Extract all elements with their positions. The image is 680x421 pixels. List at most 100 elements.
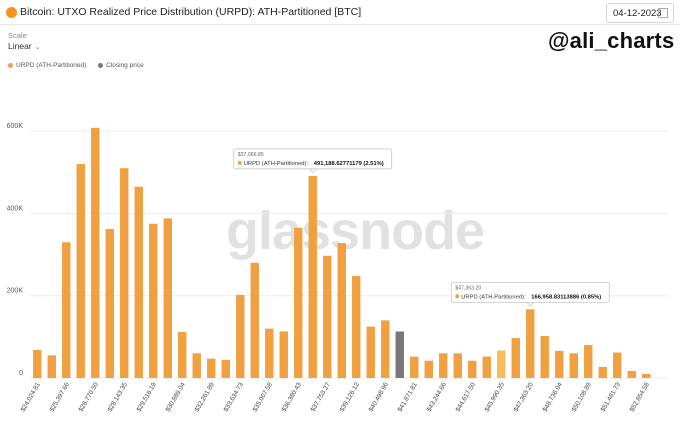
bar: [395, 331, 404, 378]
urpd-bar-chart: 0 200K 400K 600K $24,024.81 $25,397.66 $26,77…: [7, 123, 668, 413]
x-tick-label: $30,889.04: [165, 381, 188, 413]
bar: [178, 331, 187, 378]
x-tick-label: $52,854.58: [629, 381, 652, 413]
tooltip-37066: $37,066.85 URPD (ATH-Partitioned): 491,188…: [233, 148, 393, 174]
y-tick-label: 400K: [7, 205, 24, 212]
y-tick-label: 600K: [7, 123, 24, 130]
bar: [163, 218, 172, 378]
legend-item-closing-price[interactable]: Closing price: [98, 62, 144, 69]
bar: [120, 168, 129, 378]
legend-label-closing-price: Closing price: [106, 62, 144, 69]
bar: [439, 353, 448, 378]
calendar-icon: [658, 8, 668, 18]
x-tick-label: $43,244.66: [426, 381, 449, 413]
bar: [236, 294, 245, 378]
x-tick-label: $24,024.81: [20, 381, 43, 413]
x-tick-label: $26,770.50: [78, 381, 101, 413]
bar: [221, 359, 230, 378]
x-tick-label: $41,871.81: [397, 381, 420, 413]
x-tick-label: $35,007.58: [252, 381, 275, 413]
chevron-down-icon: ⌄: [34, 44, 41, 51]
x-tick-label: $25,397.66: [49, 381, 72, 413]
y-tick-label: 0: [19, 370, 23, 377]
bar: [192, 353, 201, 378]
bar: [366, 326, 375, 378]
date-picker[interactable]: 04-12-2023: [606, 3, 674, 23]
bar: [497, 350, 506, 378]
bar: [323, 255, 332, 378]
bar: [584, 345, 593, 378]
tooltip-47363-pointer: [526, 301, 534, 307]
scale-select[interactable]: Linear ⌄: [8, 41, 41, 51]
bar: [337, 243, 346, 378]
tooltips: $37,066.85 URPD (ATH-Partitioned): 491,188…: [233, 148, 610, 307]
bar: [598, 366, 607, 378]
bar: [250, 262, 259, 378]
watermark-text: glassnode: [226, 201, 485, 261]
x-tick-label: $29,516.19: [136, 381, 159, 413]
bar: [352, 275, 361, 378]
bar: [569, 353, 578, 378]
x-tick-label: $39,126.12: [339, 381, 362, 413]
x-axis-ticks: $24,024.81 $25,397.66 $26,770.50 $28,143.35…: [20, 381, 652, 413]
bar: [482, 356, 491, 378]
bar: [526, 309, 535, 378]
tooltip-37066-value: 491,188.62771179 (2.51%): [314, 161, 384, 167]
x-tick-label: $50,108.89: [571, 381, 594, 413]
x-tick-label: $44,617.50: [455, 381, 478, 413]
bar: [381, 320, 390, 378]
bar: [511, 338, 520, 378]
date-value: 04-12-2023: [613, 8, 662, 19]
legend-dot-closing-price: [98, 63, 104, 68]
bar: [627, 371, 636, 378]
legend-item-urpd[interactable]: URPD (ATH-Partitioned): [8, 62, 86, 69]
tooltip-47363: $47,363.20 URPD (ATH-Partitioned): 166,958…: [450, 281, 610, 307]
brand-handle: @ali_charts: [548, 28, 675, 53]
bars: [33, 127, 651, 378]
y-axis-ticks: 0 200K 400K 600K: [7, 123, 24, 377]
bitcoin-logo-icon: [6, 7, 17, 18]
bar: [91, 127, 100, 378]
bar: [33, 350, 42, 378]
bar: [279, 331, 288, 378]
bar: [555, 350, 564, 378]
tooltip-37066-price: $37,066.85: [238, 152, 264, 158]
x-tick-label: $40,498.96: [368, 381, 391, 413]
bar: [540, 336, 549, 378]
x-tick-label: $32,261.89: [194, 381, 217, 413]
scale-label: Scale: [8, 31, 27, 40]
x-tick-label: $45,990.35: [484, 381, 507, 413]
bar: [410, 356, 419, 378]
scale-value: Linear: [8, 41, 32, 51]
tooltip-37066-pointer: [309, 168, 317, 174]
y-tick-label: 200K: [7, 288, 24, 295]
tooltip-37066-dot: [237, 160, 242, 165]
x-tick-label: $51,481.73: [600, 381, 623, 413]
bar: [424, 360, 433, 378]
bar: [207, 358, 216, 378]
bar: [47, 355, 56, 378]
chart-header: Bitcoin: UTXO Realized Price Distributio…: [0, 0, 680, 25]
tooltip-47363-value: 166,958.83113886 (0.85%): [531, 294, 601, 300]
chart-title: Bitcoin: UTXO Realized Price Distributio…: [20, 6, 362, 18]
bar: [453, 353, 462, 378]
x-tick-label: $36,380.43: [281, 381, 304, 413]
bar: [468, 360, 477, 378]
x-tick-label: $48,736.04: [542, 381, 565, 413]
tooltip-47363-price: $47,363.20: [455, 285, 481, 291]
bar: [76, 164, 85, 378]
bar: [134, 186, 143, 378]
x-tick-label: $37,753.27: [310, 381, 333, 413]
bar: [308, 175, 317, 378]
bar: [105, 229, 114, 378]
tooltip-37066-series: URPD (ATH-Partitioned):: [244, 161, 309, 167]
x-tick-label: $33,634.73: [223, 381, 246, 413]
legend-dot-urpd: [8, 63, 13, 68]
x-tick-label: $28,143.35: [107, 381, 130, 413]
legend-label-urpd: URPD (ATH-Partitioned): [16, 62, 87, 69]
bar: [265, 328, 274, 378]
bar: [62, 242, 71, 378]
bar: [613, 352, 622, 378]
tooltip-47363-series: URPD (ATH-Partitioned):: [461, 294, 526, 300]
tooltip-47363-dot: [455, 294, 460, 299]
